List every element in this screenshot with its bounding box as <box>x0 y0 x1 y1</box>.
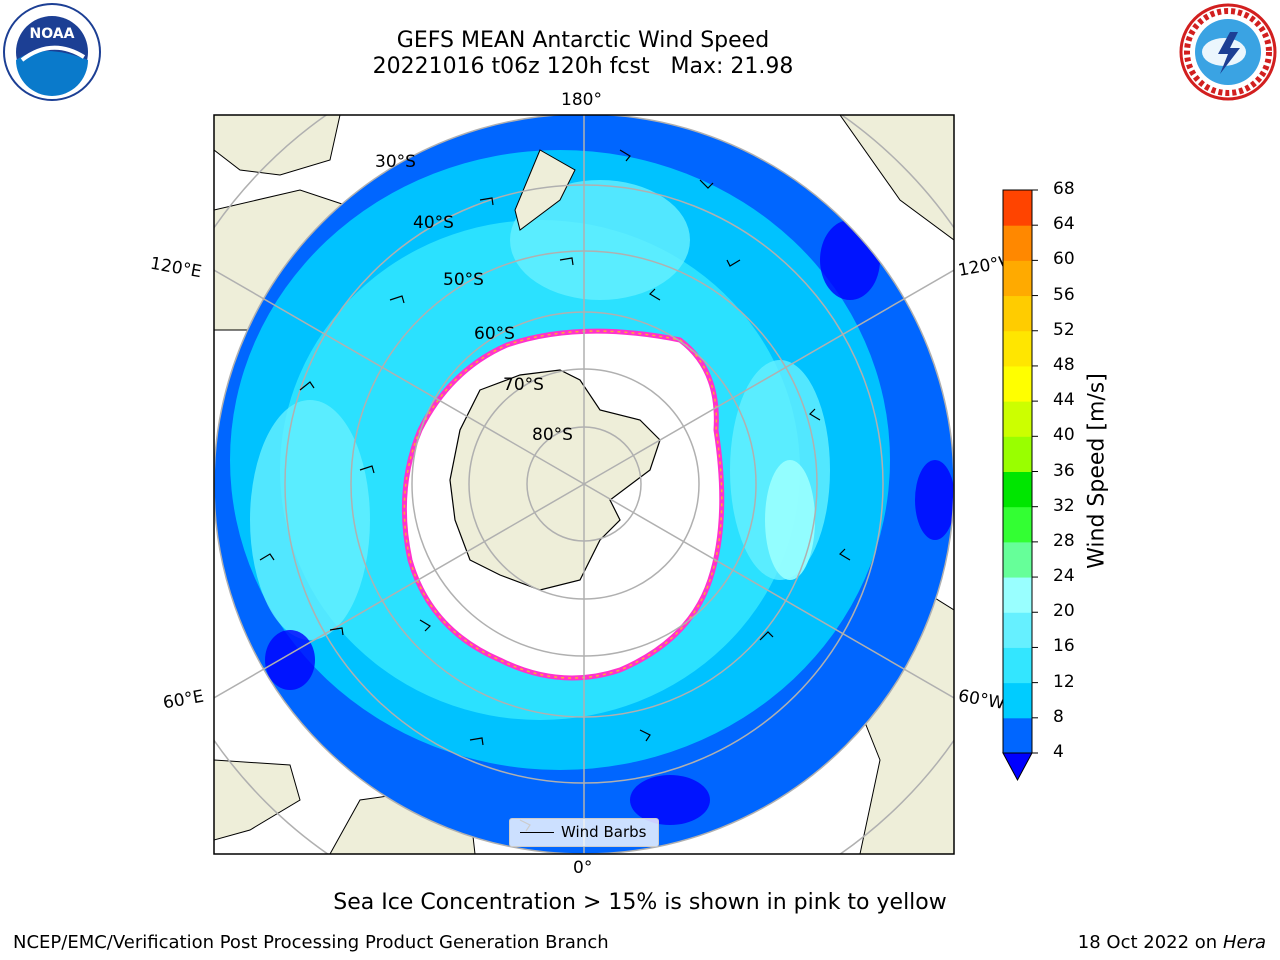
colorbar-tick-label: 44 <box>1053 390 1075 411</box>
credit-date-text: 18 Oct 2022 on <box>1077 932 1223 953</box>
map-frame <box>213 114 955 855</box>
colorbar-bin <box>1003 436 1032 472</box>
colorbar-tick-label: 56 <box>1053 284 1075 305</box>
colorbar-tick-label: 20 <box>1053 601 1075 622</box>
colorbar-bin <box>1003 471 1032 508</box>
colorbar-tick-label: 32 <box>1053 495 1075 516</box>
colorbar-bin <box>1003 541 1032 578</box>
credit-date: 18 Oct 2022 on Hera <box>1078 932 1266 953</box>
colorbar-bin <box>1003 225 1032 261</box>
colorbar-tick-label: 68 <box>1053 179 1075 199</box>
legend-label: Wind Barbs <box>561 823 647 841</box>
chart-title: GEFS MEAN Antarctic Wind Speed <box>396 28 770 53</box>
land-new-zealand <box>514 149 576 231</box>
colorbar-tick-label: 64 <box>1053 214 1075 235</box>
lon-gridlines <box>214 115 954 854</box>
colorbar-tick-label: 4 <box>1053 742 1064 762</box>
colorbar-bin <box>1003 295 1032 332</box>
colorbar-under-arrow <box>1002 752 1033 782</box>
credit-host: Hera <box>1222 932 1266 953</box>
colorbar-bin <box>1003 506 1032 543</box>
colorbar-tick-label: 52 <box>1053 319 1075 340</box>
wind-speed-colorbar <box>1002 189 1038 782</box>
colorbar-tick-label: 12 <box>1053 671 1075 692</box>
land-pacific-islands <box>839 115 954 241</box>
colorbar-bin <box>1003 717 1032 754</box>
lat-label-30s: 30°S <box>375 152 416 172</box>
colorbar-bin <box>1003 330 1032 367</box>
colorbar-tick-label: 24 <box>1053 566 1075 587</box>
lat-label-40s: 40°S <box>413 213 454 233</box>
colorbar-bin <box>1003 260 1032 297</box>
wind-barbs-legend: Wind Barbs <box>509 818 659 847</box>
noaa-logo-text: NOAA <box>30 26 75 42</box>
nws-logo <box>1179 3 1277 101</box>
legend-line-icon <box>520 832 554 833</box>
colorbar-tick-label: 16 <box>1053 636 1075 657</box>
chart-subtitle: 20221016 t06z 120h fcst Max: 21.98 <box>372 54 794 79</box>
colorbar-tick-label: 60 <box>1053 249 1075 270</box>
colorbar-bin <box>1003 365 1032 402</box>
colorbar-title: Wind Speed [m/s] <box>1084 373 1110 569</box>
land-australia-north <box>214 115 341 176</box>
lon-label-180: 180° <box>561 90 602 110</box>
sea-ice-note: Sea Ice Concentration > 15% is shown in … <box>333 890 947 915</box>
colorbar-bin <box>1003 401 1032 437</box>
colorbar-bin <box>1003 682 1032 719</box>
land-antarctica <box>449 369 661 591</box>
colorbar-bin <box>1003 612 1032 648</box>
noaa-logo: NOAA <box>3 3 101 101</box>
colorbar-tick-label: 8 <box>1053 706 1064 727</box>
colorbar-tick-label: 40 <box>1053 425 1075 446</box>
lon-label-0: 0° <box>573 858 593 878</box>
wind-barbs <box>259 149 851 832</box>
lat-label-70s: 70°S <box>503 375 544 395</box>
colorbar-tick-label: 28 <box>1053 530 1075 551</box>
credit-branch: NCEP/EMC/Verification Post Processing Pr… <box>13 932 609 953</box>
colorbar-tick-label: 48 <box>1053 354 1075 375</box>
colorbar-bin <box>1003 190 1032 226</box>
lat-label-50s: 50°S <box>443 270 484 290</box>
colorbar-tick-label: 36 <box>1053 460 1075 481</box>
land-madagascar <box>214 759 301 841</box>
colorbar-bin <box>1003 647 1032 684</box>
colorbar-bin <box>1003 577 1032 613</box>
lat-label-60s: 60°S <box>474 324 515 344</box>
lat-label-80s: 80°S <box>532 425 573 445</box>
